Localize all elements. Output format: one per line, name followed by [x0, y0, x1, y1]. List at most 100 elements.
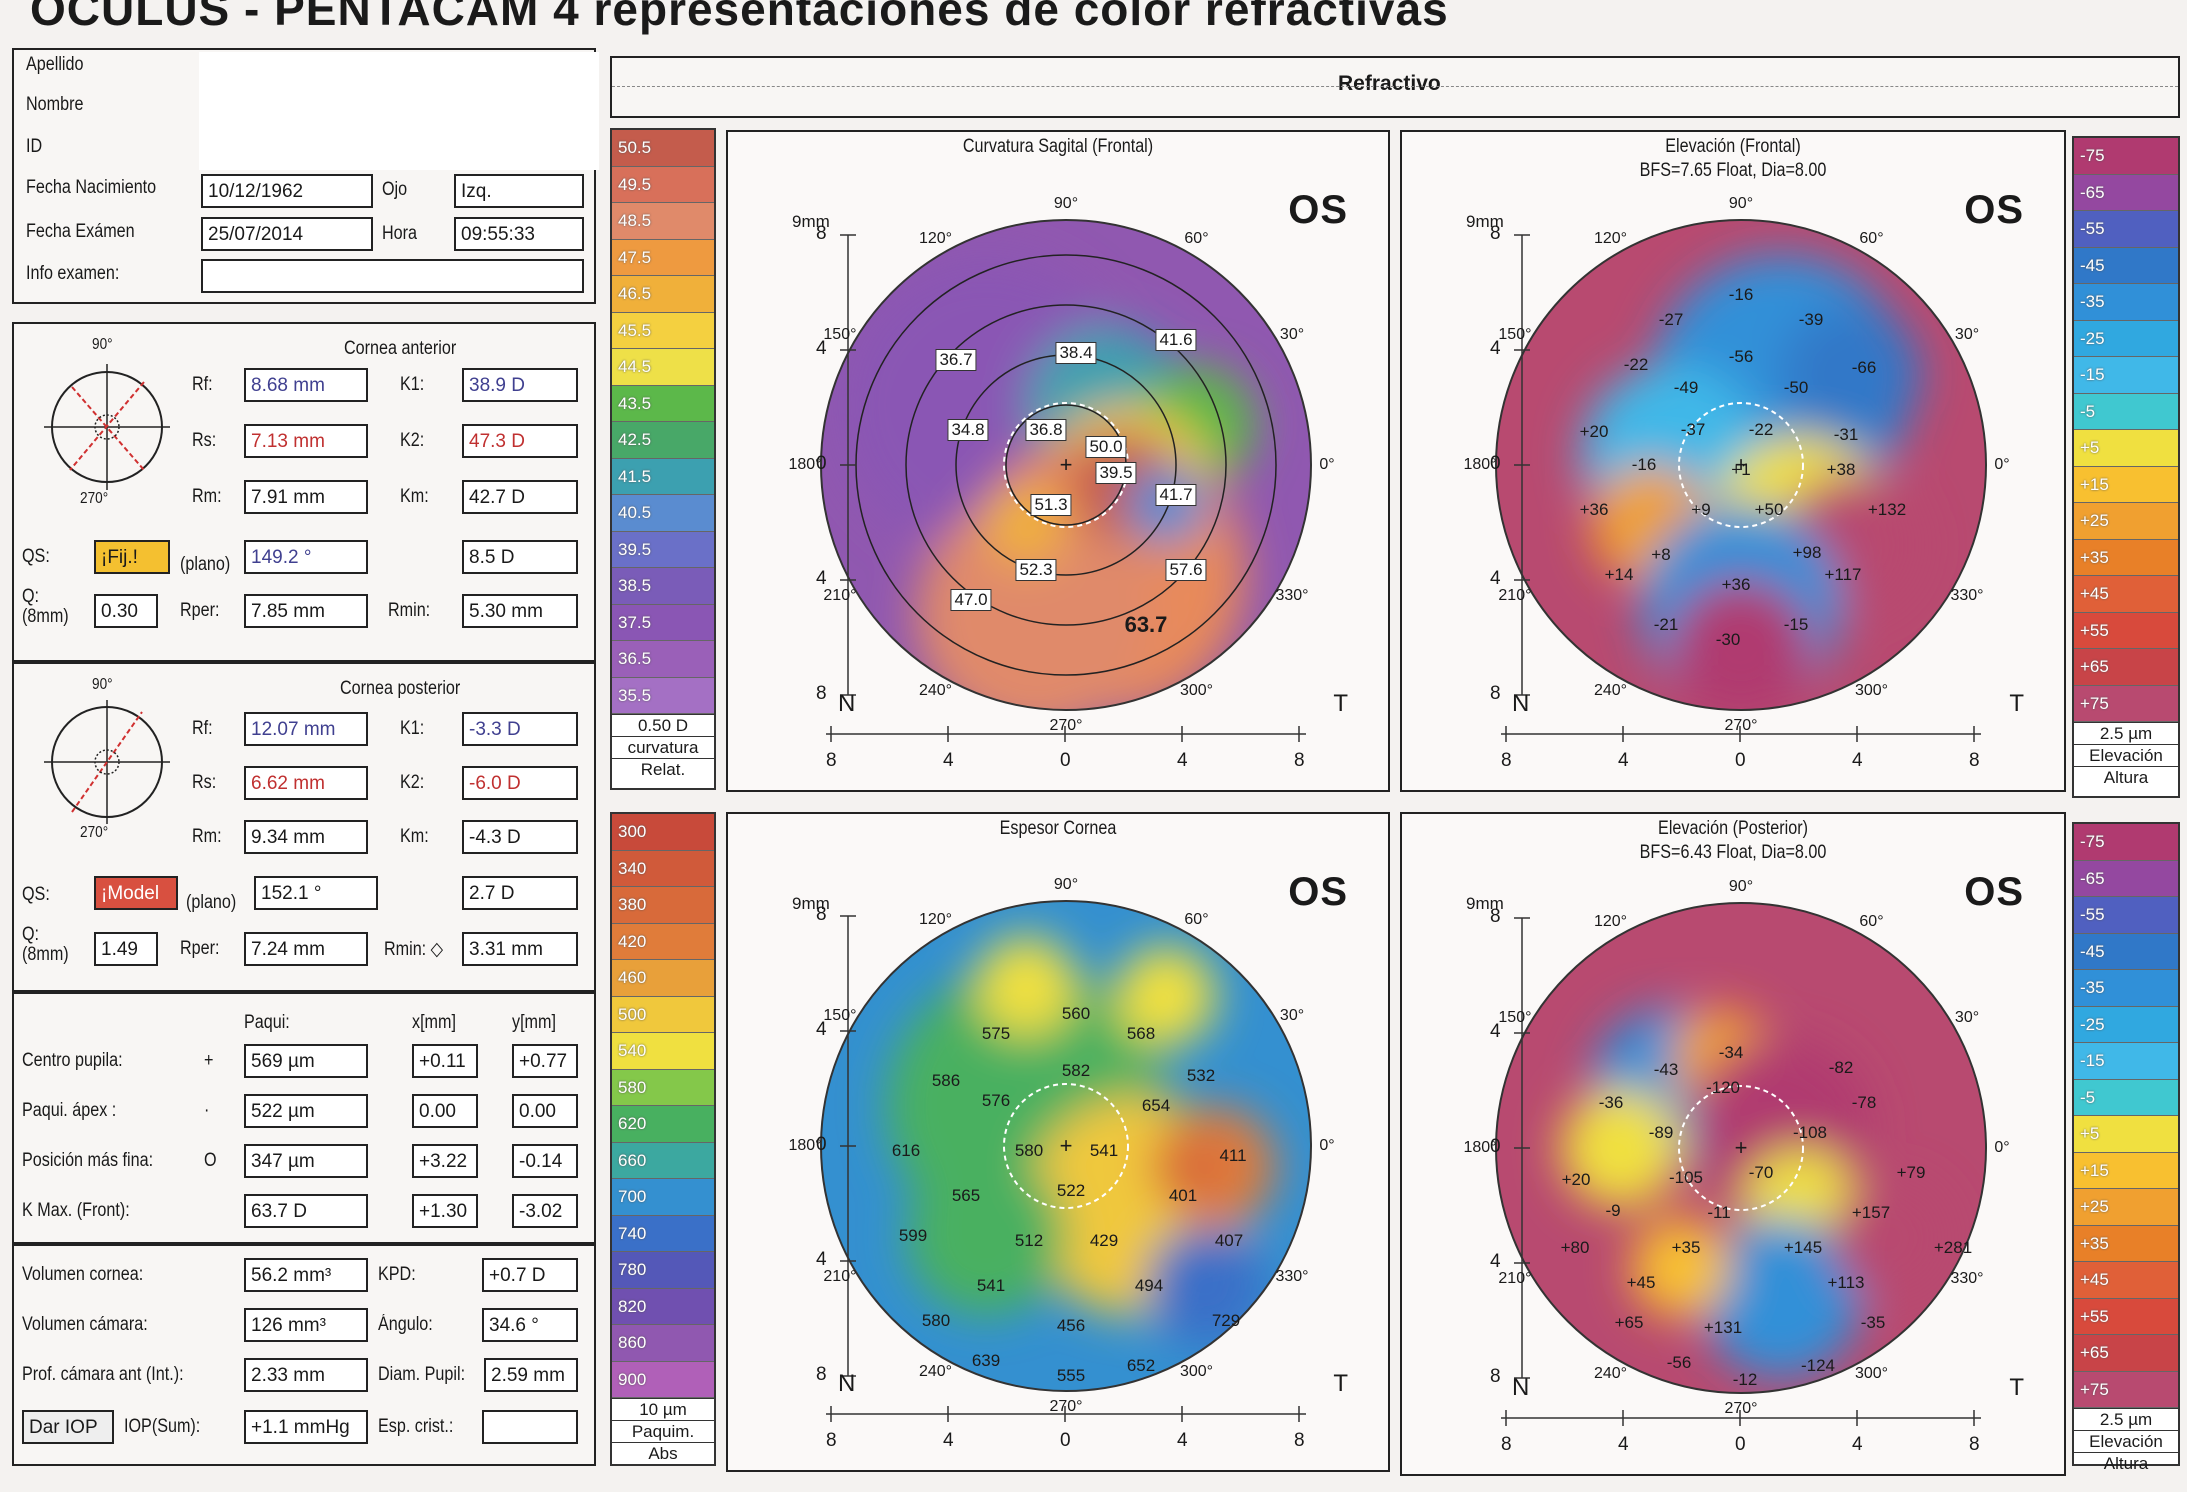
scale-step: 43.5: [612, 385, 714, 422]
scale-step: +55: [2074, 612, 2178, 649]
scale-mode: Relat.: [612, 758, 714, 780]
section-title: Cornea anterior: [344, 338, 457, 359]
map-value: -43: [1653, 1060, 1679, 1079]
paqui-row-y: 0.00: [512, 1094, 578, 1128]
topography-map[interactable]: [1402, 132, 2064, 790]
degree-label: 300°: [1179, 682, 1214, 700]
topography-map[interactable]: [728, 132, 1388, 790]
map-value: +65: [1614, 1313, 1644, 1332]
scale-step: 620: [612, 1106, 714, 1143]
color-region: [1701, 1218, 1861, 1378]
qs-status-badge[interactable]: ¡Model: [94, 876, 178, 910]
scale-step: 780: [612, 1252, 714, 1289]
axis-value: 149.2 °: [244, 540, 368, 574]
map-value: 407: [1214, 1231, 1244, 1250]
scale-mode: Altura: [2074, 1452, 2178, 1474]
map-value: 729: [1211, 1311, 1241, 1330]
map-value: -34: [1718, 1043, 1744, 1062]
topography-map[interactable]: [728, 814, 1388, 1470]
scale-step: +25: [2074, 1189, 2178, 1226]
dar-iop-button[interactable]: Dar IOP: [22, 1410, 114, 1444]
scale-step: 46.5: [612, 276, 714, 313]
degree-label: 210°: [1498, 1269, 1532, 1287]
info-examen-field[interactable]: [201, 259, 584, 293]
kpd-label: KPD:: [378, 1264, 416, 1285]
map-value: +79: [1896, 1163, 1926, 1182]
map-value: +45: [1626, 1273, 1656, 1292]
map-value: -70: [1748, 1163, 1774, 1182]
map-espesor-cornea[interactable]: Espesor Cornea OS 9mm 8 4 0 4 8 8 4 0 4 8 N T 90° 60° 120…: [726, 812, 1390, 1472]
fecha-nacimiento-field[interactable]: 10/12/1962: [201, 174, 373, 208]
map-value: 599: [898, 1226, 928, 1245]
x-tick-label: 4: [943, 1430, 954, 1451]
scale-step: +35: [2074, 1225, 2178, 1262]
map-value: -49: [1673, 378, 1699, 397]
degree-label: 300°: [1179, 1363, 1214, 1381]
color-scale-elevation-post: -75 -65 -55 -45 -35 -25 -15 -5 +5 +15 +25 +35 +45 +55…: [2072, 822, 2180, 1473]
y-tick-label: 4: [816, 338, 827, 359]
map-value: 429: [1089, 1231, 1119, 1250]
degree-label: 120°: [1593, 912, 1628, 930]
topography-map[interactable]: [1402, 814, 2064, 1474]
map-value: +1: [1731, 460, 1751, 479]
paqui-row-y: -0.14: [512, 1144, 578, 1178]
page-title: OCULUS - PENTACAM 4 representaciones de …: [30, 0, 1449, 35]
map-value: +8: [1651, 545, 1671, 564]
deg90-label: 90°: [92, 336, 113, 353]
map-elevacion-posterior[interactable]: Elevación (Posterior) BFS=6.43 Float, Dia…: [1400, 812, 2066, 1476]
hora-field[interactable]: 09:55:33: [454, 217, 584, 251]
paqui-row-label: Paqui. ápex :: [22, 1100, 117, 1121]
info-examen-label: Info examen:: [26, 263, 120, 284]
x-tick-label: 8: [1969, 1434, 1980, 1455]
scale-step: 10 µm: [612, 1398, 714, 1420]
color-region: [1671, 580, 1811, 710]
scale-step: 37.5: [612, 604, 714, 641]
qs-status-badge[interactable]: ¡Fij.!: [94, 540, 170, 574]
esp-value[interactable]: [482, 1410, 578, 1444]
color-region: [1561, 1088, 1681, 1208]
scale-step: 860: [612, 1325, 714, 1362]
map-value: -27: [1658, 310, 1684, 329]
k1-label: K1:: [400, 374, 425, 395]
map-value: -56: [1666, 1353, 1692, 1372]
scale-step: -65: [2074, 860, 2178, 897]
map-value: -37: [1680, 420, 1706, 439]
temporal-label: T: [2009, 690, 2024, 717]
apex-marker: +: [1059, 452, 1073, 477]
scale-step: +5: [2074, 1116, 2178, 1153]
paqui-row-x: +3.22: [412, 1144, 478, 1178]
map-value: -12: [1732, 1370, 1758, 1389]
x-tick-label: 4: [1177, 1430, 1188, 1451]
degree-label: 210°: [1498, 586, 1532, 604]
rf-label: Rf:: [192, 374, 213, 395]
paqui-row-value: 63.7 D: [244, 1194, 368, 1228]
scale-step: 660: [612, 1142, 714, 1179]
scale-step: 380: [612, 887, 714, 924]
deg270-label: 270°: [80, 824, 109, 841]
map-value: 541: [1089, 1141, 1119, 1160]
rmin-value: 3.31 mm: [462, 932, 578, 966]
scale-step: 38.5: [612, 568, 714, 605]
degree-label: 0°: [1994, 456, 2010, 473]
eye-label: OS: [1288, 188, 1348, 232]
y-tick-label: 4: [1490, 1251, 1501, 1272]
ojo-field[interactable]: Izq.: [454, 174, 584, 208]
map-value: -9: [1605, 1201, 1621, 1220]
scale-step: 580: [612, 1069, 714, 1106]
fecha-examen-field[interactable]: 25/07/2014: [201, 217, 373, 251]
vol-cornea-value: 56.2 mm³: [244, 1258, 368, 1292]
x-tick-label: 8: [1969, 750, 1980, 771]
color-region: [1151, 1131, 1221, 1201]
y-tick-label: 4: [1490, 338, 1501, 359]
kpd-value: +0.7 D: [482, 1258, 578, 1292]
map-value: -105: [1668, 1168, 1704, 1187]
map-value: 494: [1134, 1276, 1164, 1295]
vol-cornea-label: Volumen cornea:: [22, 1264, 144, 1285]
map-elevacion-frontal[interactable]: Elevación (Frontal) BFS=7.65 Float, Dia=8…: [1400, 130, 2066, 792]
rs-value: 6.62 mm: [244, 766, 368, 800]
map-curvatura-sagital[interactable]: Curvatura Sagital (Frontal) OS 9mm 8 4 0 4 8 8 4 0…: [726, 130, 1390, 792]
map-value: 541: [976, 1276, 1006, 1295]
scale-step: -55: [2074, 897, 2178, 934]
scale-step: 420: [612, 923, 714, 960]
paquimetria-panel: Paqui: x[mm] y[mm] Centro pupila: +569 µm…: [12, 992, 596, 1244]
